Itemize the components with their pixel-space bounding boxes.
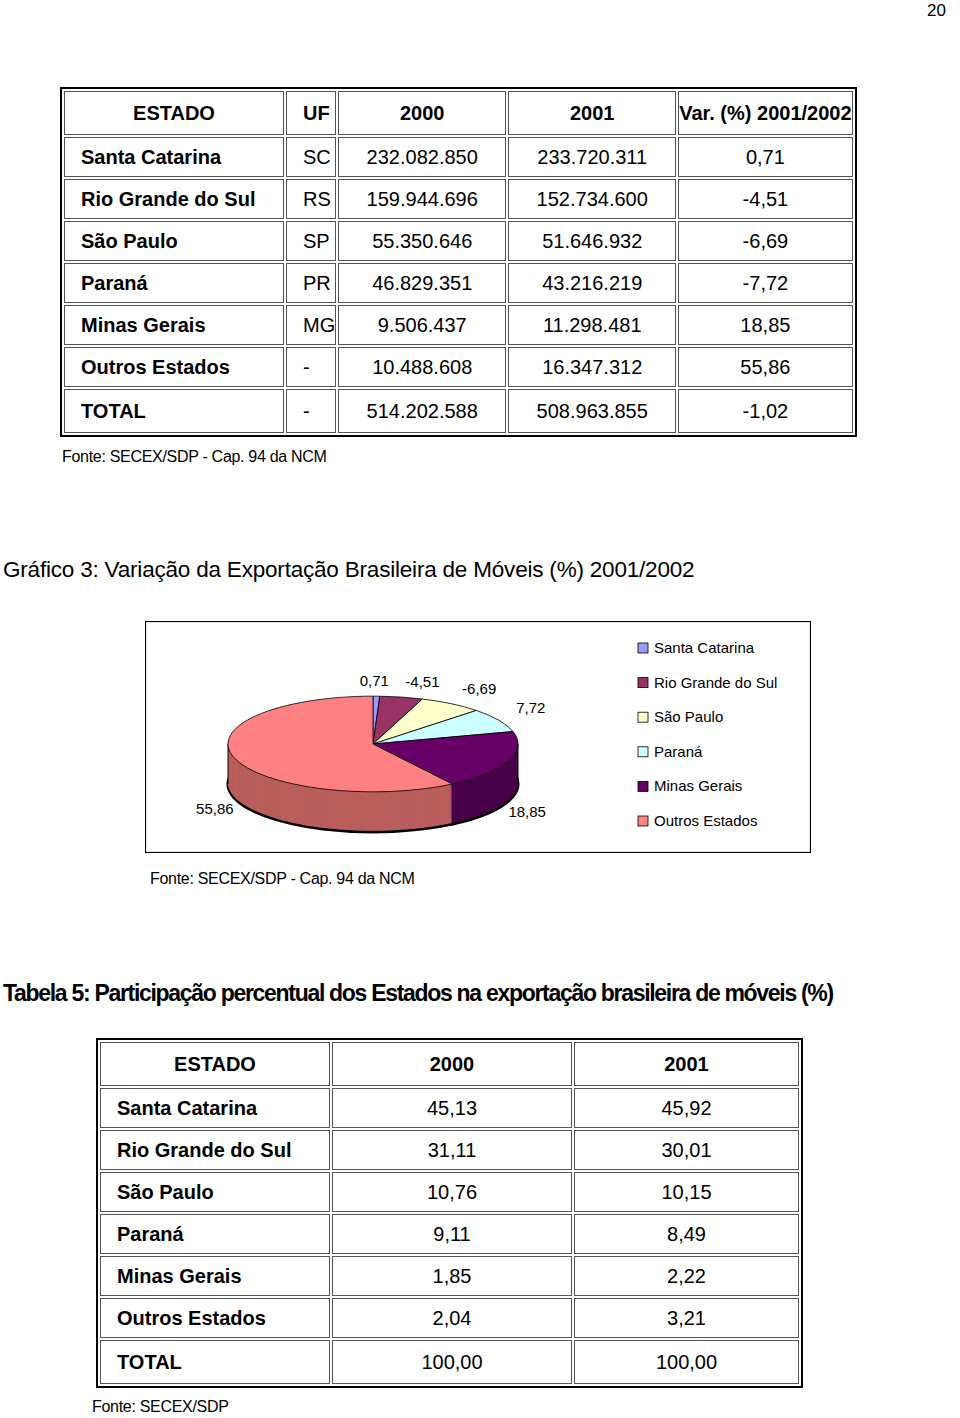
html-text:3,21: 3,21 (667, 1306, 706, 1329)
html-text:2001: 2001 (664, 1052, 709, 1075)
html-text:-6,69: -6,69 (742, 229, 789, 252)
html-text:Var. (%) 2001/2002: Var. (%) 2001/2002 (679, 101, 852, 124)
html-text:Santa Catarina: Santa Catarina (81, 145, 222, 168)
html-text:233.720.311: 233.720.311 (537, 145, 648, 168)
html-text:2,22: 2,22 (667, 1264, 706, 1287)
html-text:159.944.696: 159.944.696 (366, 187, 478, 210)
html-text:-4,51: -4,51 (742, 187, 789, 210)
html-text:31,11: 31,11 (427, 1138, 477, 1161)
html-text:2000: 2000 (429, 1052, 475, 1075)
html-text:TOTAL: TOTAL (117, 1350, 182, 1373)
html-text:232.082.850: 232.082.850 (366, 145, 478, 168)
html-text:18,85: 18,85 (740, 313, 791, 336)
html-text:9,11: 9,11 (433, 1222, 471, 1245)
html-text:43.216.219: 43.216.219 (542, 271, 643, 294)
html-text:RS: RS (303, 187, 331, 210)
svg-text:18,85: 18,85 (508, 803, 546, 820)
html-text:46.829.351: 46.829.351 (372, 271, 473, 294)
html-text:Outros Estados: Outros Estados (81, 355, 230, 378)
html-text:Tabela 5: Participação percent: Tabela 5: Participação percentual dos Es… (3, 980, 833, 1006)
html-text:100,00: 100,00 (655, 1350, 718, 1373)
html-text:TOTAL: TOTAL (81, 399, 146, 422)
svg-text:Santa Catarina: Santa Catarina (654, 639, 755, 656)
html-text:MG: MG (303, 313, 336, 336)
svg-text:0,71: 0,71 (360, 672, 389, 689)
svg-text:-6,69: -6,69 (462, 680, 496, 697)
html-text:10,15: 10,15 (661, 1180, 712, 1203)
svg-text:7,72: 7,72 (516, 699, 545, 716)
html-text:Gráfico 3: Variação da Exporta: Gráfico 3: Variação da Exportação Brasil… (3, 557, 695, 582)
html-text:45,13: 45,13 (427, 1096, 477, 1119)
html-text:514.202.588: 514.202.588 (366, 399, 478, 422)
html-text:ESTADO: ESTADO (174, 1052, 256, 1075)
html-text:51.646.932: 51.646.932 (542, 229, 643, 252)
html-text:Paraná: Paraná (117, 1222, 184, 1245)
html-text:11.298.481: 11.298.481 (542, 313, 642, 336)
html-text:Outros Estados: Outros Estados (117, 1306, 266, 1329)
html-text:Minas Gerais: Minas Gerais (117, 1264, 242, 1287)
html-text:2001: 2001 (570, 101, 615, 124)
html-text:São Paulo: São Paulo (117, 1180, 214, 1203)
html-text:100,00: 100,00 (421, 1350, 483, 1373)
html-text:2,04: 2,04 (432, 1306, 472, 1329)
html-text:SP: SP (303, 229, 330, 252)
html-text:55,86: 55,86 (740, 355, 791, 378)
html-text:Minas Gerais: Minas Gerais (81, 313, 206, 336)
html-text:8,49: 8,49 (667, 1222, 706, 1245)
html-text:Fonte: SECEX/SDP - Cap. 94 da: Fonte: SECEX/SDP - Cap. 94 da NCM (62, 448, 327, 465)
svg-text:Outros Estados: Outros Estados (654, 812, 757, 829)
svg-text:Minas Gerais: Minas Gerais (654, 777, 742, 794)
html-text:ESTADO: ESTADO (133, 101, 215, 124)
html-text:10,76: 10,76 (427, 1180, 477, 1203)
html-text:9.506.437: 9.506.437 (377, 313, 467, 336)
html-text:Rio Grande do Sul: Rio Grande do Sul (81, 187, 256, 210)
html-text:Fonte: SECEX/SDP: Fonte: SECEX/SDP (92, 1398, 229, 1415)
html-text:-1,02: -1,02 (742, 399, 789, 422)
html-text:-7,72: -7,72 (742, 271, 789, 294)
html-text:São Paulo: São Paulo (81, 229, 178, 252)
html-text:SC: SC (303, 145, 331, 168)
html-text:30,01: 30,01 (661, 1138, 712, 1161)
svg-text:-4,51: -4,51 (405, 673, 439, 690)
svg-text:Paraná: Paraná (654, 743, 703, 760)
html-text:Rio Grande do Sul: Rio Grande do Sul (117, 1138, 292, 1161)
html-text:10.488.608: 10.488.608 (372, 355, 473, 378)
html-text:UF: UF (303, 101, 330, 124)
html-text:PR: PR (303, 271, 331, 294)
svg-text:55,86: 55,86 (196, 800, 234, 817)
html-text:2000: 2000 (400, 101, 445, 124)
html-text:152.734.600: 152.734.600 (536, 187, 648, 210)
html-text:55.350.646: 55.350.646 (372, 229, 473, 252)
html-text:45,92: 45,92 (661, 1096, 712, 1119)
html-text:Santa Catarina: Santa Catarina (117, 1096, 258, 1119)
html-text:1,85: 1,85 (432, 1264, 472, 1287)
html-text:0,71: 0,71 (745, 145, 785, 168)
html-text:20: 20 (927, 1, 946, 20)
html-text:Fonte: SECEX/SDP - Cap. 94 da: Fonte: SECEX/SDP - Cap. 94 da NCM (150, 870, 415, 887)
html-text:Paraná: Paraná (81, 271, 148, 294)
html-text:508.963.855: 508.963.855 (536, 399, 648, 422)
svg-text:São Paulo: São Paulo (654, 708, 723, 725)
html-text:16.347.312: 16.347.312 (542, 355, 643, 378)
svg-text:Rio Grande do Sul: Rio Grande do Sul (654, 674, 777, 691)
